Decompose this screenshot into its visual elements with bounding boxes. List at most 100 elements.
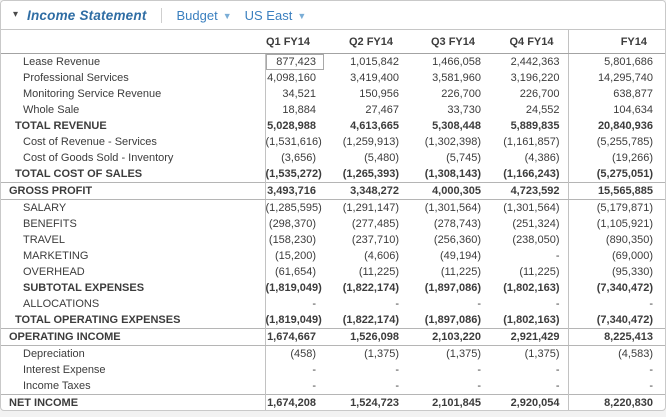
value-cell[interactable]: 3,348,272: [324, 182, 407, 200]
value-cell[interactable]: 3,419,400: [350, 72, 399, 84]
value-cell[interactable]: (4,606): [364, 250, 399, 262]
value-cell[interactable]: 3,493,716: [264, 182, 324, 200]
value-cell[interactable]: 1,466,058: [432, 56, 481, 68]
value-cell[interactable]: 226,700: [441, 88, 481, 100]
value-cell[interactable]: (3,656): [264, 150, 324, 166]
value-cell[interactable]: -: [555, 380, 560, 392]
value-cell[interactable]: 2,442,363: [510, 56, 560, 68]
value-cell[interactable]: -: [555, 364, 560, 376]
value-cell[interactable]: -: [395, 380, 399, 392]
value-cell[interactable]: 1,524,723: [324, 394, 407, 410]
value-cell[interactable]: (238,050): [512, 234, 560, 246]
value-cell[interactable]: (278,743): [433, 218, 481, 230]
selected-cell[interactable]: 877,423: [264, 53, 324, 70]
value-cell[interactable]: 2,101,845: [407, 394, 489, 410]
value-cell[interactable]: 18,884: [264, 102, 324, 118]
value-cell[interactable]: -: [395, 364, 399, 376]
value-cell[interactable]: 8,220,830: [567, 394, 665, 410]
value-cell[interactable]: (7,340,472): [567, 280, 665, 296]
value-cell[interactable]: 5,889,835: [510, 120, 560, 132]
value-cell[interactable]: 4,723,592: [489, 182, 568, 200]
value-cell[interactable]: (256,360): [433, 234, 481, 246]
value-cell[interactable]: (1,375): [524, 348, 560, 360]
value-cell[interactable]: -: [567, 296, 665, 312]
value-cell[interactable]: (1,897,086): [424, 314, 481, 326]
value-cell[interactable]: (15,200): [264, 248, 324, 264]
version-selector[interactable]: Budget ▼: [177, 8, 232, 23]
value-cell[interactable]: (1,301,564): [424, 202, 481, 214]
value-cell[interactable]: (95,330): [567, 264, 665, 280]
value-cell[interactable]: 24,552: [525, 104, 560, 116]
value-cell[interactable]: (1,105,921): [567, 216, 665, 232]
value-cell[interactable]: 2,920,054: [489, 394, 568, 410]
value-cell[interactable]: (1,375): [364, 348, 399, 360]
value-cell[interactable]: 3,196,220: [510, 72, 560, 84]
value-cell[interactable]: 20,840,936: [567, 118, 665, 134]
value-cell[interactable]: (1,291,147): [342, 202, 399, 214]
value-cell[interactable]: (1,166,243): [503, 168, 560, 180]
value-cell[interactable]: (237,710): [351, 234, 399, 246]
value-cell[interactable]: (1,535,272): [264, 166, 324, 183]
value-cell[interactable]: (5,745): [446, 152, 481, 164]
value-cell[interactable]: (1,259,913): [342, 136, 399, 148]
value-cell[interactable]: (1,802,163): [503, 282, 560, 294]
value-cell[interactable]: (11,225): [519, 266, 560, 278]
value-cell[interactable]: (11,225): [440, 266, 481, 278]
panel-collapse-icon[interactable]: ▾: [13, 9, 19, 20]
value-cell[interactable]: (1,819,049): [264, 312, 324, 329]
value-cell[interactable]: (49,194): [440, 250, 481, 262]
value-cell[interactable]: -: [477, 380, 481, 392]
value-cell[interactable]: (61,654): [264, 264, 324, 280]
value-cell[interactable]: 8,225,413: [567, 328, 665, 346]
value-cell[interactable]: (251,324): [512, 218, 560, 230]
value-cell[interactable]: -: [264, 378, 324, 395]
value-cell[interactable]: (458): [264, 345, 324, 362]
value-cell[interactable]: 1,526,098: [324, 328, 407, 346]
value-cell[interactable]: 5,801,686: [567, 53, 665, 70]
value-cell[interactable]: (158,230): [264, 232, 324, 248]
value-cell[interactable]: 2,103,220: [407, 328, 489, 346]
value-cell[interactable]: 1,015,842: [350, 56, 399, 68]
value-cell[interactable]: (5,275,051): [567, 166, 665, 183]
value-cell[interactable]: (1,265,393): [342, 168, 399, 180]
region-selector[interactable]: US East ▼: [245, 8, 307, 23]
value-cell[interactable]: -: [264, 296, 324, 312]
value-cell[interactable]: (1,308,143): [424, 168, 481, 180]
value-cell[interactable]: (1,375): [446, 348, 481, 360]
value-cell[interactable]: -: [395, 298, 399, 310]
value-cell[interactable]: (1,897,086): [424, 282, 481, 294]
value-cell[interactable]: (69,000): [567, 248, 665, 264]
value-cell[interactable]: -: [477, 364, 481, 376]
value-cell[interactable]: (5,480): [364, 152, 399, 164]
value-cell[interactable]: 2,921,429: [489, 328, 568, 346]
value-cell[interactable]: 638,877: [567, 86, 665, 102]
value-cell[interactable]: (7,340,472): [567, 312, 665, 329]
value-cell[interactable]: (890,350): [567, 232, 665, 248]
value-cell[interactable]: (5,255,785): [567, 134, 665, 150]
value-cell[interactable]: 5,028,988: [264, 118, 324, 134]
value-cell[interactable]: 14,295,740: [567, 70, 665, 86]
value-cell[interactable]: 4,098,160: [264, 70, 324, 86]
value-cell[interactable]: -: [567, 378, 665, 395]
value-cell[interactable]: (11,225): [358, 266, 399, 278]
value-cell[interactable]: 1,674,667: [264, 328, 324, 346]
value-cell[interactable]: (5,179,871): [567, 199, 665, 216]
value-cell[interactable]: -: [477, 298, 481, 310]
value-cell[interactable]: (1,285,595): [264, 199, 324, 216]
value-cell[interactable]: (1,802,163): [503, 314, 560, 326]
value-cell[interactable]: (1,531,616): [264, 134, 324, 150]
value-cell[interactable]: 34,521: [264, 86, 324, 102]
value-cell[interactable]: (1,302,398): [424, 136, 481, 148]
value-cell[interactable]: (1,822,174): [342, 282, 399, 294]
value-cell[interactable]: 150,956: [359, 88, 399, 100]
value-cell[interactable]: (4,583): [567, 345, 665, 362]
value-cell[interactable]: -: [555, 250, 560, 262]
value-cell[interactable]: (277,485): [351, 218, 399, 230]
value-cell[interactable]: 104,634: [567, 102, 665, 118]
value-cell[interactable]: 4,000,305: [407, 182, 489, 200]
value-cell[interactable]: (4,386): [524, 152, 560, 164]
value-cell[interactable]: 3,581,960: [432, 72, 481, 84]
value-cell[interactable]: (1,819,049): [264, 280, 324, 296]
value-cell[interactable]: (19,266): [567, 150, 665, 166]
value-cell[interactable]: 33,730: [447, 104, 481, 116]
